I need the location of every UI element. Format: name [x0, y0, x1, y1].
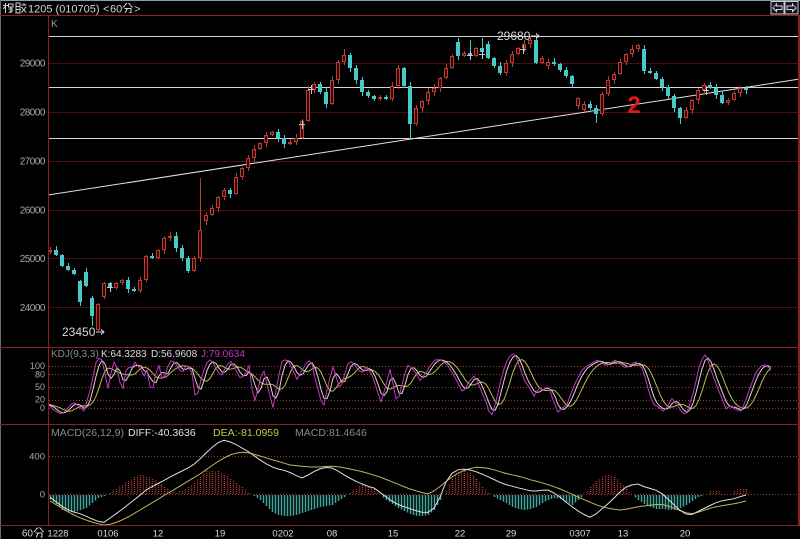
svg-text:24000: 24000 [20, 303, 46, 314]
svg-text:K:64.3283: K:64.3283 [101, 349, 147, 360]
svg-text:20: 20 [680, 529, 691, 539]
svg-text:J:79.0634: J:79.0634 [201, 349, 245, 360]
svg-text:0202: 0202 [272, 529, 293, 539]
svg-text:13: 13 [618, 529, 629, 539]
svg-text:50: 50 [35, 382, 45, 392]
svg-text:0307: 0307 [569, 529, 590, 539]
svg-text:DEA:-81.0959: DEA:-81.0959 [213, 427, 279, 439]
svg-text:<: < [103, 4, 109, 16]
svg-text:22: 22 [455, 529, 466, 539]
svg-text:KDJ(9,3,3): KDJ(9,3,3) [51, 349, 99, 360]
svg-text:12: 12 [153, 529, 164, 539]
svg-text:23450: 23450 [62, 325, 96, 339]
svg-text:>: > [134, 4, 140, 16]
svg-text:29: 29 [506, 529, 517, 539]
svg-text:1228: 1228 [47, 529, 68, 539]
svg-text:MACD:81.4646: MACD:81.4646 [295, 427, 367, 439]
svg-text:25000: 25000 [20, 254, 46, 265]
svg-text:19: 19 [215, 529, 226, 539]
svg-text:29000: 29000 [20, 59, 46, 70]
svg-text:20: 20 [35, 395, 45, 405]
svg-text:28000: 28000 [20, 108, 46, 119]
svg-text:60: 60 [22, 529, 34, 539]
svg-text:D:56.9608: D:56.9608 [151, 349, 198, 360]
svg-text:DIFF:-40.3636: DIFF:-40.3636 [128, 427, 196, 439]
svg-text:1205 (010705): 1205 (010705) [28, 4, 100, 16]
svg-text:0106: 0106 [97, 529, 118, 539]
svg-text:60: 60 [110, 4, 122, 16]
svg-text:80: 80 [35, 369, 45, 379]
svg-text:08: 08 [327, 529, 338, 539]
svg-text:100: 100 [30, 361, 45, 371]
svg-text:27000: 27000 [20, 157, 46, 168]
svg-text:K: K [51, 19, 58, 30]
svg-text:MACD(26,12,9): MACD(26,12,9) [51, 427, 124, 439]
svg-text:15: 15 [388, 529, 399, 539]
svg-text:2: 2 [627, 92, 640, 119]
svg-text:26000: 26000 [20, 206, 46, 217]
svg-text:29680: 29680 [497, 29, 531, 43]
svg-text:0: 0 [40, 403, 45, 413]
svg-text:400: 400 [29, 452, 45, 463]
svg-text:0: 0 [40, 490, 45, 501]
